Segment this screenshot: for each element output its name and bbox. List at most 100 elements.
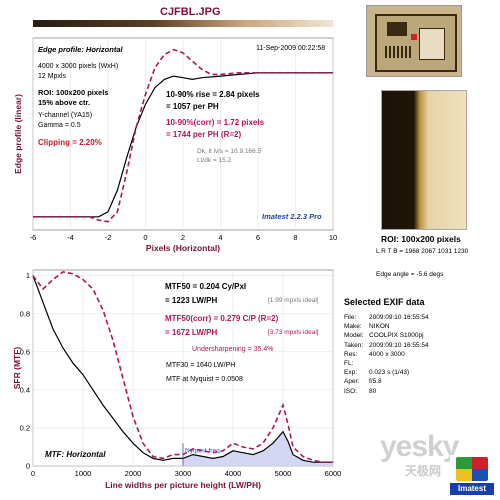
- exif-row: Taken: 2009:09:10 16:55:54: [344, 342, 429, 349]
- edge-x-tick-label: 2: [181, 233, 185, 242]
- mtf-x-tick-label: 6000: [325, 469, 342, 478]
- mtf50-corr-label: MTF50(corr) = 0.279 C/P (R=2): [165, 314, 279, 323]
- mtf-nyquist-label: MTF at Nyquist = 0.0508: [166, 376, 243, 383]
- exif-key: Exp:: [344, 369, 358, 377]
- mtf-y-tick-label: 0.2: [20, 423, 30, 432]
- edge-chart-date: 11-Sep-2009 00:22:58: [256, 45, 326, 52]
- exif-row: Exp: 0.023 s (1/43): [344, 369, 409, 376]
- edge-x-ticks: -6 -4 -2 0 2 4 6 8 10: [30, 233, 338, 242]
- rise-corr-per-ph-label: = 1744 per PH (R=2): [166, 130, 242, 139]
- exif-row: ISO: 80: [344, 388, 376, 395]
- exif-key: Taken:: [344, 341, 364, 349]
- edge-series-group: [33, 48, 333, 223]
- mtf30-label: MTF30 = 1640 LW/PH: [166, 362, 236, 369]
- exif-row: Res: 4000 x 3000: [344, 351, 405, 358]
- nyquist-label: Nyquist freq.: [185, 448, 222, 455]
- edge-x-tick-label: 4: [218, 233, 222, 242]
- info-megapixels: 12 Mpxls: [38, 73, 67, 80]
- imatest-version: Imatest 2.2.3 Pro: [262, 212, 322, 221]
- exif-key: File:: [344, 314, 357, 321]
- exif-key: Model:: [344, 332, 364, 340]
- watermark-text: yesky: [380, 430, 459, 463]
- exif-row: Make: NIKON: [344, 323, 390, 330]
- roi-panel-title: ROI: 100x200 pixels: [381, 234, 461, 244]
- file-title: CJFBL.JPG: [160, 6, 221, 18]
- mtf-series-corrected: [32, 271, 333, 463]
- info-pixels: 4000 x 3000 pixels (WxH): [38, 63, 119, 70]
- edge-x-tick-label: 0: [143, 233, 147, 242]
- edge-angle: Edge angle = -5.6 degs: [376, 271, 444, 278]
- edge-series-corrected: [33, 48, 333, 223]
- edge-chart-title: Edge profile: Horizontal: [38, 45, 123, 54]
- roi-size-label: ROI: 100x200 pixels: [38, 88, 109, 97]
- roi-position-label: 15% above ctr.: [38, 98, 91, 107]
- mtf-y-tick-label: 0.6: [20, 347, 30, 356]
- edge-grid: [32, 38, 334, 230]
- mtf-x-tick-label: 1000: [75, 469, 92, 478]
- mtf-series-measured: [32, 275, 333, 463]
- exif-value: 2009:09:10 16:55:54: [369, 341, 429, 349]
- undersharpening-label: Undersharpening = 35.4%: [192, 346, 274, 353]
- exif-value: COOLPIX S1000pj: [369, 332, 424, 340]
- exif-value: 80: [369, 387, 377, 395]
- exif-row: FL:: [344, 360, 369, 367]
- clipping-label: Clipping = 2.20%: [38, 138, 102, 147]
- mtf50-corr-lwph-label: = 1672 LW/PH: [165, 328, 218, 337]
- exif-key: Res:: [344, 350, 358, 358]
- channel-label: Y-channel (YA15): [38, 112, 93, 119]
- exif-key: FL:: [344, 360, 354, 367]
- mtf-grid: [32, 270, 334, 467]
- mtf-chart: 0 1000 2000 3000 4000 5000 600000.20.40.60.81 …: [12, 269, 342, 490]
- imatest-logo: Imatest: [450, 455, 494, 497]
- imatest-logo-text: Imatest: [450, 483, 494, 495]
- mtf-series-group: [32, 271, 333, 463]
- exif-value: 2009:09:10 16:55:54: [369, 314, 429, 321]
- mtf-axis-ticks: 0 1000 2000 3000 4000 5000 6000 0 0.2 0.4 0.6 0.8 1: [20, 271, 342, 478]
- watermark-subtext: 天极网: [405, 464, 442, 478]
- exif-key: Make:: [344, 323, 362, 331]
- mtf50-lwph-label: = 1223 LW/PH: [165, 296, 218, 305]
- exif-key: Aper:: [344, 378, 360, 386]
- mtf-x-tick-label: 2000: [125, 469, 142, 478]
- mtf50-label: MTF50 = 0.204 Cy/Pxl: [165, 282, 247, 291]
- edge-x-tick-label: -6: [30, 233, 37, 242]
- rise-corr-label: 10-90%(corr) = 1.72 pixels: [166, 118, 265, 127]
- light-dark-ratio: Lt/dk = 15.2: [197, 157, 232, 164]
- exif-value: 4000 x 3000: [369, 350, 405, 358]
- edge-x-tick-label: -2: [105, 233, 112, 242]
- rise-per-ph-label: = 1057 per PH: [166, 102, 219, 111]
- edge-x-tick-label: 8: [293, 233, 297, 242]
- exif-value: NIKON: [369, 323, 390, 331]
- dark-light-levels: Dk, lt lvls = 10.9,166.5: [197, 148, 262, 155]
- mtf-y-tick-label: 0: [26, 462, 30, 471]
- rise-label: 10-90% rise = 2.84 pixels: [166, 90, 260, 99]
- mtf-y-tick-label: 0.4: [20, 385, 30, 394]
- mtf50-corr-ideal-label: [3.73 mpxls ideal]: [268, 329, 319, 336]
- exif-row: Aper: f/5.8: [344, 378, 382, 385]
- mtf-x-tick-label: 4000: [225, 469, 242, 478]
- gamma-label: Gamma = 0.5: [38, 122, 81, 129]
- mtf-x-axis-title: Line widths per picture height (LW/PH): [105, 480, 261, 490]
- mtf-x-tick-label: 3000: [175, 469, 192, 478]
- edge-x-tick-label: -4: [67, 233, 74, 242]
- exif-row: Model: COOLPIX S1000pj: [344, 332, 424, 339]
- edge-x-tick-label: 10: [329, 233, 337, 242]
- mtf-y-tick-label: 1: [26, 271, 30, 280]
- roi-edge-thumbnail: [381, 90, 467, 230]
- mtf-y-axis-title: SFR (MTF): [12, 347, 22, 390]
- exif-key: ISO:: [344, 387, 358, 395]
- exif-row: File: 2009:09:10 16:55:54: [344, 314, 429, 321]
- mtf-x-tick-label: 0: [31, 469, 35, 478]
- mtf-x-tick-label: 5000: [275, 469, 292, 478]
- test-chart-thumbnail: [366, 5, 462, 77]
- exif-value: f/5.8: [369, 378, 382, 386]
- mtf50-ideal-label: [1.99 mpxls ideal]: [268, 297, 319, 304]
- edge-y-axis-title: Edge profile (linear): [13, 94, 23, 174]
- mtf-y-tick-label: 0.8: [20, 309, 30, 318]
- edge-x-tick-label: 6: [256, 233, 260, 242]
- edge-x-axis-title: Pixels (Horizontal): [146, 243, 220, 253]
- exif-value: 0.023 s (1/43): [369, 369, 410, 377]
- edge-profile-chart: -6 -4 -2 0 2 4 6 8 10 Pixels (Horizontal) Edge p…: [13, 37, 338, 253]
- roi-coords: L R T B = 1968 2067 1031 1230: [376, 248, 469, 255]
- exif-title: Selected EXIF data: [344, 297, 425, 307]
